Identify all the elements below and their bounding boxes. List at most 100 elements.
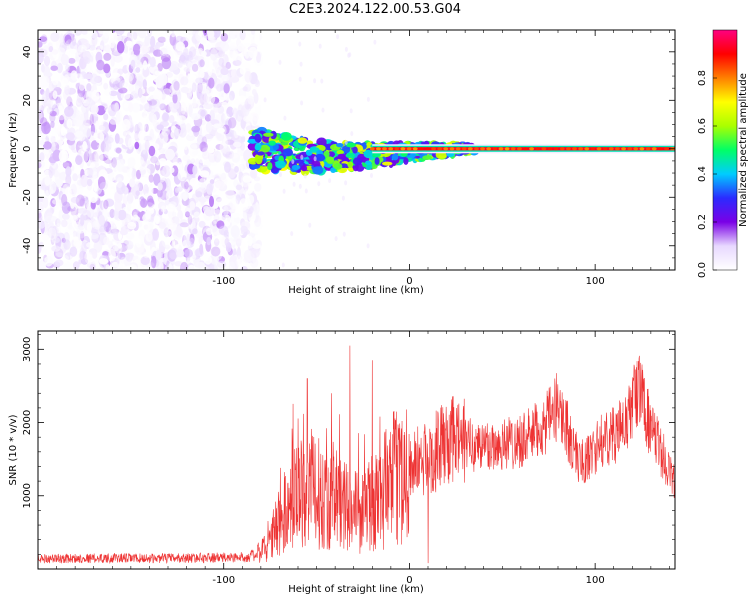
heatmap-cell xyxy=(177,115,187,124)
heatmap-cell xyxy=(149,56,156,68)
heatmap-cell xyxy=(91,33,98,47)
snr-panel: -100 0 100 1000 2000 3000 Height of straight … xyxy=(8,330,676,595)
heatmap-cell xyxy=(247,235,253,247)
heatmap-cell xyxy=(83,42,92,49)
heatmap-cell xyxy=(232,59,242,66)
heatmap-cell xyxy=(156,98,165,110)
heatmap-cell xyxy=(39,241,44,249)
heatmap-cell xyxy=(158,201,167,211)
heatmap-cell xyxy=(314,153,326,162)
heatmap-cell xyxy=(69,214,78,220)
heatmap-cell xyxy=(55,247,65,258)
heatmap-cell xyxy=(52,90,58,99)
heatmap-cell xyxy=(87,30,93,37)
heatmap-cell xyxy=(602,147,608,151)
heatmap-cell xyxy=(216,127,225,134)
heatmap-cell xyxy=(213,123,222,129)
heatmap-cell xyxy=(316,137,327,146)
heatmap-cell xyxy=(232,134,240,141)
heatmap-cell xyxy=(108,226,117,235)
heatmap-cell xyxy=(55,178,64,188)
heatmap-cell xyxy=(206,92,216,105)
colorbar-frame xyxy=(712,29,738,271)
heatmap-cell xyxy=(111,261,120,268)
heatmap-cell xyxy=(334,236,338,242)
heatmap-cell xyxy=(240,241,246,250)
heatmap-cell xyxy=(102,200,107,211)
heatmap-cell xyxy=(61,194,68,206)
heatmap-cell xyxy=(144,139,150,152)
heatmap-cell xyxy=(220,172,227,181)
heatmap-cell xyxy=(180,261,189,270)
snr-x-tick-label: -100 xyxy=(212,575,235,586)
heatmap-cell xyxy=(125,244,133,250)
heatmap-cell xyxy=(197,81,203,94)
heatmap-cell xyxy=(142,45,148,53)
heatmap-cell xyxy=(72,181,80,195)
snr-frame xyxy=(37,330,676,570)
heatmap-cell xyxy=(116,159,125,172)
heatmap-cell xyxy=(300,100,304,106)
heatmap-cell xyxy=(160,205,167,213)
heatmap-cell xyxy=(70,183,77,196)
heatmap-cell xyxy=(105,188,115,195)
heatmap-cell xyxy=(51,245,61,252)
colorbar-tick-label: 0.8 xyxy=(697,70,708,86)
heatmap-cell xyxy=(138,139,146,150)
heatmap-cell xyxy=(56,62,63,74)
heatmap-cell xyxy=(178,73,185,86)
heatmap-cell xyxy=(291,159,295,165)
heatmap-cell xyxy=(349,108,353,114)
heatmap-cell xyxy=(172,93,178,104)
heatmap-cell xyxy=(281,132,292,141)
heatmap-cell xyxy=(64,34,72,45)
heatmap-cell xyxy=(75,155,83,166)
heatmap-cell xyxy=(104,198,115,207)
heatmap-cell xyxy=(127,137,134,150)
heatmap-cell xyxy=(73,239,82,247)
heatmap-cell xyxy=(208,77,215,89)
heatmap-cell xyxy=(108,104,117,117)
heatmap-cell xyxy=(195,77,203,84)
heatmap-cell xyxy=(74,30,83,36)
heatmap-cell xyxy=(166,230,171,236)
heatmap-cell xyxy=(535,147,541,151)
heatmap-cell xyxy=(117,68,124,75)
heatmap-cell xyxy=(40,184,46,190)
heatmap-cell xyxy=(183,231,190,244)
heatmap-cell xyxy=(298,183,302,189)
heatmap-cell xyxy=(572,147,577,151)
heatmap-cell xyxy=(58,149,69,163)
heatmap-cell xyxy=(250,257,259,268)
heatmap-cell xyxy=(86,61,94,74)
heatmap-cell xyxy=(182,192,188,202)
heatmap-cell xyxy=(221,145,231,157)
heatmap-cell xyxy=(220,32,228,42)
heatmap-cell xyxy=(48,186,54,195)
heatmap-cell xyxy=(239,30,246,41)
heatmap-cell xyxy=(204,206,215,217)
heatmap-cell xyxy=(96,83,103,90)
heatmap-cell xyxy=(529,147,535,151)
heatmap-cell xyxy=(135,238,142,248)
heatmap-cell xyxy=(70,196,80,204)
heatmap-cell xyxy=(65,64,70,72)
heatmap-cell xyxy=(40,234,48,240)
heatmap-cell xyxy=(627,147,633,151)
heatmap-cell xyxy=(142,115,149,125)
heatmap-cell xyxy=(279,172,282,177)
heatmap-cell xyxy=(161,235,171,248)
heatmap-cell xyxy=(132,43,141,56)
heatmap-cell xyxy=(197,47,204,55)
heatmap-cell xyxy=(121,119,131,131)
heatmap-cell xyxy=(283,115,287,121)
heatmap-cell xyxy=(253,210,259,216)
heatmap-cell xyxy=(188,51,193,59)
heatmap-cell xyxy=(195,191,203,198)
heatmap-cell xyxy=(228,201,233,211)
heatmap-cell xyxy=(95,151,104,164)
heatmap-cell xyxy=(95,125,106,133)
heatmap-cell xyxy=(225,202,236,215)
heatmap-cell xyxy=(365,160,372,165)
heatmap-cell xyxy=(58,171,68,181)
